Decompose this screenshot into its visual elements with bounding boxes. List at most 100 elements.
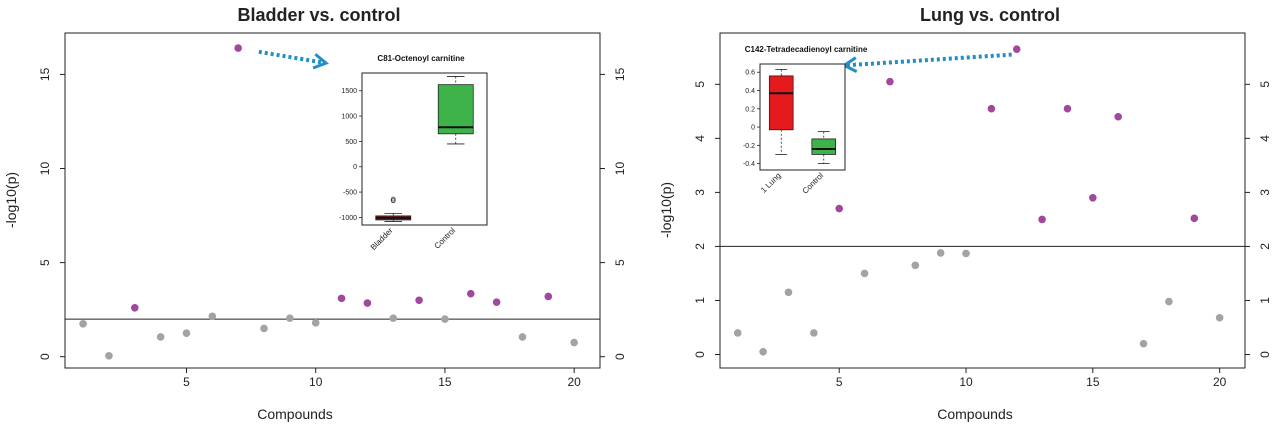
- y-tick-label-right: 4: [1258, 135, 1272, 142]
- inset-category-label: 1 Lung: [759, 171, 783, 195]
- nonsignificant-point: [1139, 339, 1148, 348]
- significant-point: [337, 294, 346, 303]
- significant-point: [835, 204, 844, 213]
- y-tick-label-left: 5: [693, 81, 707, 88]
- panel-title: Lung vs. control: [920, 5, 1060, 25]
- significant-point: [1038, 215, 1046, 224]
- inset-y-tick-label: 1500: [341, 88, 357, 95]
- significant-point: [234, 44, 242, 52]
- x-axis-label: Compounds: [257, 406, 333, 422]
- significant-point: [987, 104, 996, 113]
- nonsignificant-point: [962, 249, 970, 258]
- inset-boxplot: C142-Tetradecadienoyl carnitine -0.4 -0.2 0…: [743, 45, 868, 196]
- inset-outlier: [390, 196, 396, 202]
- significant-point: [1190, 214, 1199, 223]
- x-tick-label: 5: [836, 375, 843, 389]
- y-tick-label-right: 1: [1258, 297, 1272, 304]
- y-tick-label-left: 1: [693, 297, 707, 304]
- y-tick-label-left: 3: [693, 189, 707, 196]
- nonsignificant-point: [936, 249, 945, 257]
- y-tick-label-right: 15: [613, 67, 627, 81]
- nonsignificant-point: [208, 312, 217, 321]
- inset-category-label: Control: [433, 226, 458, 251]
- x-axis-label: Compounds: [937, 406, 1013, 422]
- significant-point: [466, 289, 475, 298]
- callout-arrow-shaft: [844, 52, 1012, 68]
- significant-point: [544, 292, 553, 301]
- inset-y-tick-label: -0.4: [743, 161, 755, 168]
- x-tick-label: 20: [1213, 375, 1227, 389]
- panel-title: Bladder vs. control: [237, 5, 400, 25]
- nonsignificant-point: [759, 347, 767, 356]
- y-tick-label-right: 0: [613, 353, 627, 360]
- nonsignificant-point: [79, 319, 87, 328]
- x-tick-label: 15: [1086, 375, 1100, 389]
- inset-y-tick-label: 1000: [341, 114, 357, 121]
- y-tick-label-right: 2: [1258, 243, 1272, 250]
- y-tick-label-left: 2: [693, 243, 707, 250]
- significant-point: [1063, 104, 1072, 113]
- inset-title: C81-Octenoyl carnitine: [377, 54, 465, 63]
- y-axis-label: -log10(p): [658, 182, 674, 238]
- inset-y-tick-label: 0: [353, 164, 357, 171]
- bladder-vs-control-panel: Bladder vs. control 5 10 15 20 0 0 5 5 10 10 15 15 Co…: [3, 5, 627, 422]
- significant-point: [1089, 193, 1097, 202]
- nonsignificant-point: [911, 261, 920, 270]
- nonsignificant-point: [441, 315, 449, 323]
- inset-y-tick-label: 500: [345, 139, 357, 146]
- nonsignificant-point: [810, 329, 818, 337]
- plot-frame: [64, 32, 601, 369]
- inset-boxplot: C81-Octenoyl carnitine -1000 -500 0 500 1000 1…: [339, 54, 488, 252]
- nonsignificant-point: [260, 324, 268, 333]
- inset-box: [768, 75, 794, 131]
- nonsignificant-point: [860, 269, 869, 278]
- nonsignificant-point: [311, 319, 320, 327]
- y-tick-label-right: 5: [613, 259, 627, 266]
- inset-y-tick-label: 0.6: [745, 70, 755, 77]
- inset-y-tick-label: -0.2: [743, 143, 755, 150]
- y-tick-label-left: 4: [693, 135, 707, 142]
- inset-y-tick-label: -1000: [339, 215, 357, 222]
- x-tick-label: 20: [567, 375, 581, 389]
- y-tick-label-right: 0: [1258, 351, 1272, 358]
- inset-title: C142-Tetradecadienoyl carnitine: [745, 45, 868, 54]
- significant-point: [886, 77, 894, 86]
- nonsignificant-point: [156, 333, 165, 341]
- y-tick-label-right: 10: [613, 162, 627, 176]
- y-tick-label-left: 15: [38, 67, 52, 81]
- significant-point: [415, 296, 423, 305]
- inset-y-tick-label: 0: [751, 125, 755, 132]
- y-axis-label: -log10(p): [3, 172, 19, 228]
- significant-point: [363, 299, 372, 307]
- y-tick-label-left: 0: [693, 351, 707, 358]
- nonsignificant-point: [784, 288, 793, 297]
- nonsignificant-point: [286, 314, 294, 322]
- plot-frame: [719, 32, 1246, 369]
- inset-y-tick-label: 0.2: [745, 106, 755, 113]
- inset-box: [811, 138, 837, 155]
- nonsignificant-point: [105, 351, 113, 360]
- nonsignificant-point: [733, 329, 742, 337]
- x-tick-label: 10: [959, 375, 973, 389]
- y-tick-label-left: 0: [38, 353, 52, 360]
- inset-y-tick-label: -500: [343, 190, 357, 197]
- significant-point: [1012, 45, 1021, 54]
- nonsignificant-point: [570, 338, 578, 347]
- inset-category-label: Control: [801, 171, 826, 196]
- lung-vs-control-panel: Lung vs. control 5 10 15 20 0 0 1 1 2 2 3 3 4 4 5 5 Compo…: [658, 5, 1272, 422]
- y-tick-label-right: 3: [1258, 189, 1272, 196]
- callout-arrow-shaft: [258, 49, 327, 66]
- x-tick-label: 10: [309, 375, 323, 389]
- significant-point: [130, 303, 139, 312]
- significant-point: [492, 298, 501, 306]
- inset-category-label: Bladder: [369, 226, 395, 252]
- nonsignificant-point: [1215, 313, 1224, 322]
- inset-outlier: [390, 198, 396, 204]
- callout-arrow-head: [312, 53, 329, 70]
- nonsignificant-point: [1165, 297, 1173, 306]
- nonsignificant-point: [182, 329, 191, 337]
- y-tick-label-right: 5: [1258, 81, 1272, 88]
- y-tick-label-left: 5: [38, 259, 52, 266]
- x-tick-label: 15: [438, 375, 452, 389]
